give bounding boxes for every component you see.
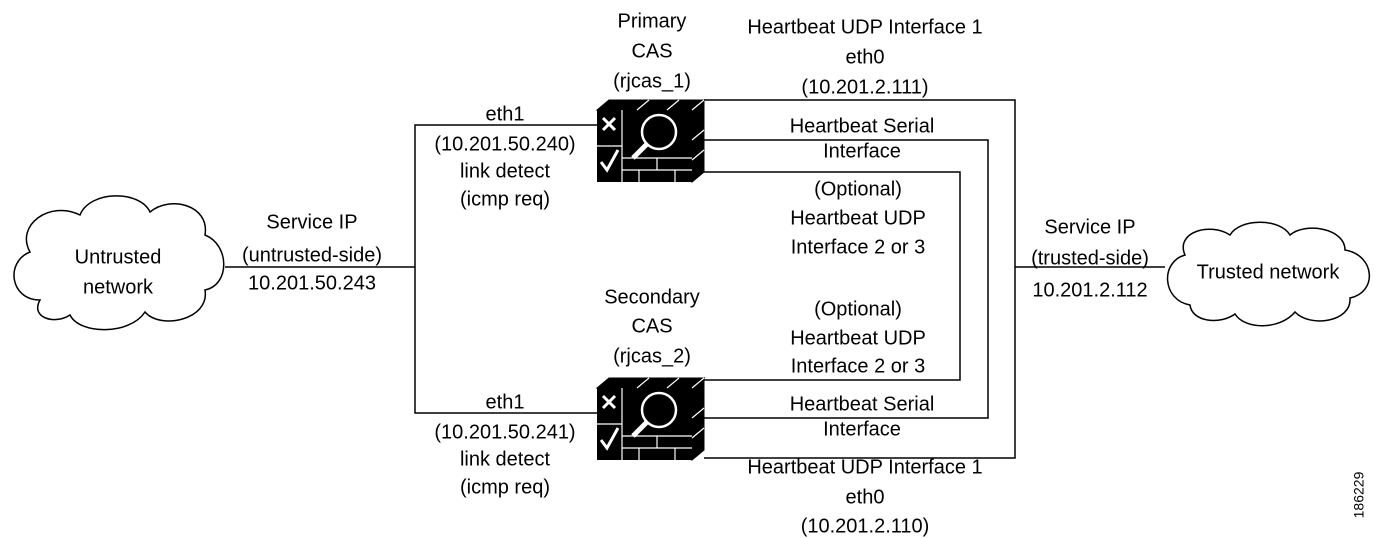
cloud-label: network [83,276,154,298]
udp1-label: (10.201.2.111) [801,76,928,98]
udp1-label: eth0 [846,486,885,508]
cloud-label: Untrusted [75,246,162,268]
labels: Untrusted network Trusted network Service I… [75,10,1367,537]
optional-label: Heartbeat UDP [790,207,926,229]
cas-label: CAS [631,315,672,337]
optional-label: (Optional) [814,178,902,200]
service-ip-label: 10.201.2.112 [1032,279,1147,301]
serial-label: Interface [823,418,901,440]
udp1-label: Heartbeat UDP Interface 1 [747,16,982,38]
cas-label: Primary [618,10,687,32]
udp1-label: (10.201.2.110) [801,515,930,537]
links [225,99,1165,459]
optional-label: Interface 2 or 3 [791,355,926,377]
optional-label: Interface 2 or 3 [791,236,926,258]
primary-cas-device [597,100,704,182]
udp1-label: Heartbeat UDP Interface 1 [747,456,982,478]
cas-label: Secondary [604,286,700,308]
eth1-label: (10.201.50.240) [434,133,575,155]
eth1-label: (10.201.50.241) [434,421,575,443]
cas-label: CAS [631,40,672,62]
optional-label: (Optional) [814,298,902,320]
cloud-label: Trusted network [1197,261,1341,283]
eth1-label: (icmp req) [460,476,550,498]
secondary-cas-device [597,378,704,460]
serial-label: Heartbeat Serial [790,393,935,415]
udp1-label: eth0 [846,46,885,68]
optional-label: Heartbeat UDP [790,327,926,349]
eth1-label: eth1 [486,103,525,125]
service-ip-label: 10.201.50.243 [248,272,376,294]
cas-label: (rjcas_1) [613,70,691,92]
eth1-label: link detect [460,448,550,470]
service-ip-label: (untrusted-side) [242,244,382,266]
eth1-label: (icmp req) [460,188,550,210]
trusted-cloud [1166,221,1370,327]
eth1-label: link detect [460,160,550,182]
serial-label: Heartbeat Serial [790,115,935,137]
figure-id: 186229 [1351,471,1367,518]
serial-label: Interface [823,140,901,162]
service-ip-label: Service IP [1044,216,1135,238]
cas-label: (rjcas_2) [613,345,691,367]
service-ip-label: Service IP [266,211,357,233]
service-ip-label: (trusted-side) [1031,247,1149,269]
untrusted-cloud [13,195,225,331]
eth1-label: eth1 [486,391,525,413]
